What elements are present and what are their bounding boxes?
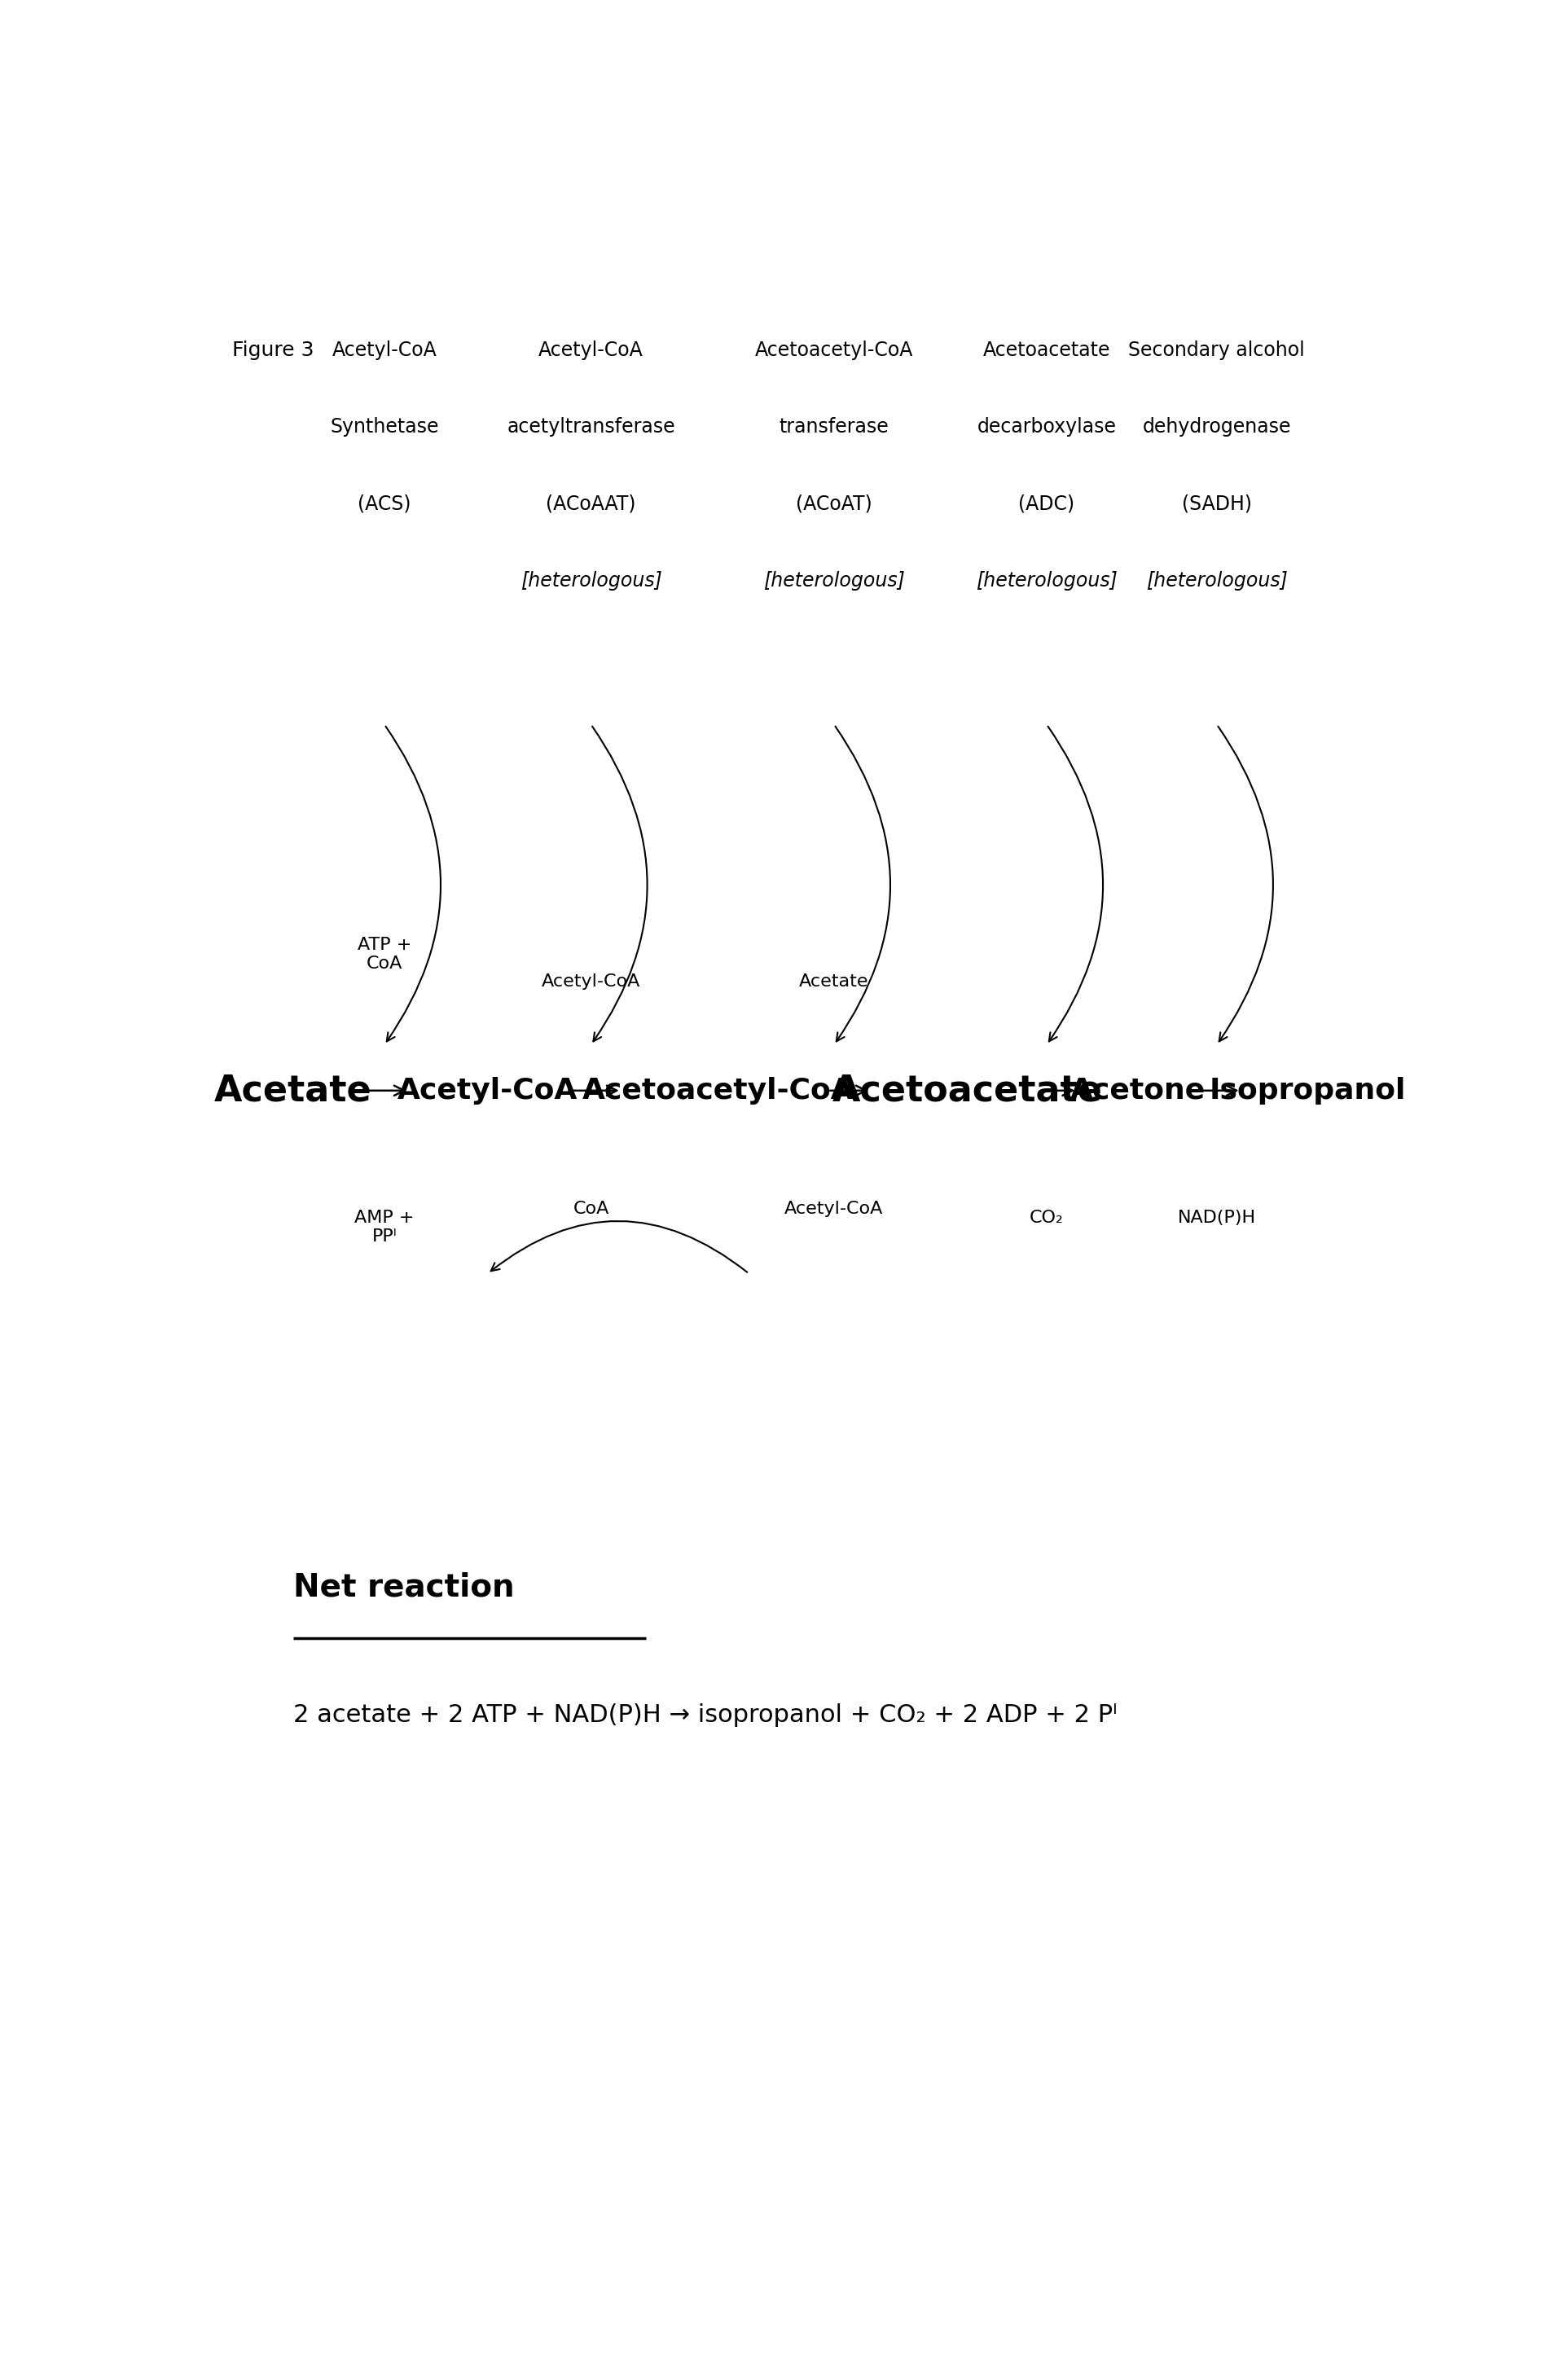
Text: (ACoAT): (ACoAT): [797, 494, 872, 513]
Text: [heterologous]: [heterologous]: [975, 570, 1118, 589]
Text: Isopropanol: Isopropanol: [1209, 1077, 1406, 1105]
Text: Acetyl-CoA: Acetyl-CoA: [398, 1077, 577, 1105]
Text: Acetyl-CoA: Acetyl-CoA: [541, 975, 640, 989]
Text: acetyltransferase: acetyltransferase: [506, 416, 676, 437]
Text: [heterologous]: [heterologous]: [764, 570, 905, 589]
Text: decarboxylase: decarboxylase: [977, 416, 1116, 437]
Text: AMP +
PPᴵ: AMP + PPᴵ: [354, 1210, 414, 1246]
Text: dehydrogenase: dehydrogenase: [1143, 416, 1290, 437]
Text: ATP +
CoA: ATP + CoA: [358, 937, 411, 972]
Text: Synthetase: Synthetase: [329, 416, 439, 437]
Text: Figure 3: Figure 3: [232, 340, 314, 359]
Text: CO₂: CO₂: [1030, 1210, 1063, 1227]
Text: Acetoacetate: Acetoacetate: [983, 340, 1110, 359]
Text: Acetyl-CoA: Acetyl-CoA: [332, 340, 437, 359]
Text: Acetyl-CoA: Acetyl-CoA: [538, 340, 643, 359]
Text: NAD(P)H: NAD(P)H: [1178, 1210, 1256, 1227]
Text: transferase: transferase: [779, 416, 889, 437]
Text: Acetone: Acetone: [1069, 1077, 1206, 1105]
Text: 2 acetate + 2 ATP + NAD(P)H → isopropanol + CO₂ + 2 ADP + 2 Pᴵ: 2 acetate + 2 ATP + NAD(P)H → isopropano…: [293, 1704, 1118, 1728]
Text: Acetyl-CoA: Acetyl-CoA: [784, 1200, 883, 1217]
Text: Acetate: Acetate: [215, 1072, 372, 1108]
Text: (SADH): (SADH): [1182, 494, 1251, 513]
Text: [heterologous]: [heterologous]: [1146, 570, 1287, 589]
Text: [heterologous]: [heterologous]: [521, 570, 662, 589]
Text: Acetate: Acetate: [800, 975, 869, 989]
Text: (ACoAAT): (ACoAAT): [546, 494, 637, 513]
Text: Secondary alcohol: Secondary alcohol: [1129, 340, 1305, 359]
Text: (ADC): (ADC): [1019, 494, 1074, 513]
Text: Acetoacetyl-CoA: Acetoacetyl-CoA: [754, 340, 913, 359]
Text: CoA: CoA: [572, 1200, 608, 1217]
Text: (ACS): (ACS): [358, 494, 411, 513]
Text: Acetoacetyl-CoA: Acetoacetyl-CoA: [583, 1077, 855, 1105]
Text: Acetoacetate: Acetoacetate: [833, 1072, 1102, 1108]
Text: Net reaction: Net reaction: [293, 1571, 514, 1602]
